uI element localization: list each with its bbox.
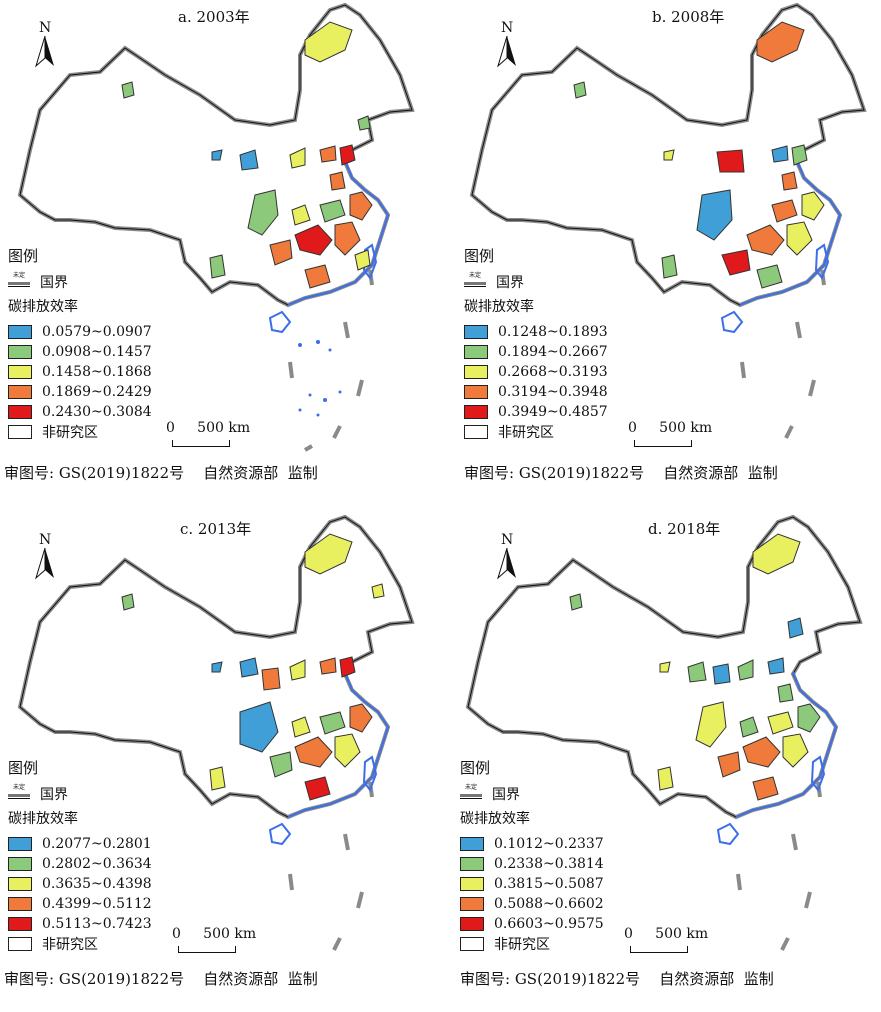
north-arrow: N bbox=[492, 532, 522, 582]
north-arrow-icon bbox=[35, 35, 54, 68]
map-credit: 审图号: GS(2019)1822号 自然资源部 监制 bbox=[4, 464, 318, 482]
legend-item: 0.0579~0.0907 bbox=[8, 322, 152, 342]
china-map bbox=[466, 515, 862, 951]
legend-item: 0.1894~0.2667 bbox=[464, 342, 608, 362]
legend-heading: 图例 bbox=[460, 759, 491, 777]
china-map bbox=[470, 3, 866, 439]
legend-item: 0.1248~0.1893 bbox=[464, 322, 608, 342]
north-arrow: N bbox=[30, 20, 60, 70]
legend: 图例 未定 国界 碳排放效率 0.1012~0.2337 0.2338~0.38… bbox=[460, 757, 604, 954]
legend: 图例 未定 国界 碳排放效率 0.1248~0.1893 0.1894~0.26… bbox=[464, 245, 608, 442]
legend-heading: 图例 bbox=[464, 247, 495, 265]
scale-bar: 0 500 km bbox=[628, 420, 712, 447]
legend-item-non-study: 非研究区 bbox=[464, 422, 608, 442]
hainan-island bbox=[720, 310, 744, 334]
north-arrow-icon bbox=[497, 35, 516, 68]
legend-subheading: 碳排放效率 bbox=[8, 811, 78, 827]
border-symbol: 未定 bbox=[460, 784, 482, 800]
legend-subheading: 碳排放效率 bbox=[460, 811, 530, 827]
legend-item: 0.2338~0.3814 bbox=[460, 854, 604, 874]
panel-2018: d. 2018年 N 图例 未定 国界 碳排放效率 0.1012~0.2337 … bbox=[448, 512, 881, 1012]
map-credit: 审图号: GS(2019)1822号 自然资源部 监制 bbox=[464, 464, 778, 482]
legend-item-non-study: 非研究区 bbox=[8, 934, 152, 954]
panel-title: b. 2008年 bbox=[652, 8, 725, 26]
north-arrow: N bbox=[30, 532, 60, 582]
legend: 图例 未定 国界 碳排放效率 0.0579~0.0907 0.0908~0.14… bbox=[8, 245, 152, 442]
scale-bar: 0 500 km bbox=[166, 420, 250, 447]
legend-border-row: 未定 国界 bbox=[460, 784, 604, 804]
study-regions bbox=[121, 21, 373, 289]
legend-subheading: 碳排放效率 bbox=[464, 299, 534, 315]
panel-2003: a. 2003年 N 图例 未定 国界 碳排放效率 0.0579~0.0907 … bbox=[0, 0, 440, 500]
border-label: 国界 bbox=[492, 787, 520, 803]
legend-item-non-study: 非研究区 bbox=[460, 934, 604, 954]
legend: 图例 未定 国界 碳排放效率 0.2077~0.2801 0.2802~0.36… bbox=[8, 757, 152, 954]
study-regions bbox=[569, 533, 821, 801]
panel-title: d. 2018年 bbox=[648, 520, 721, 538]
panel-2013: c. 2013年 N 图例 未定 国界 碳排放效率 0.2077~0.2801 … bbox=[0, 512, 440, 1012]
coastline bbox=[287, 671, 390, 818]
legend-item-non-study: 非研究区 bbox=[8, 422, 152, 442]
china-map bbox=[18, 515, 414, 951]
north-arrow-icon bbox=[497, 547, 516, 580]
north-arrow: N bbox=[492, 20, 522, 70]
taiwan-island bbox=[814, 243, 830, 281]
legend-border-row: 未定 国界 bbox=[8, 784, 152, 804]
legend-item: 0.3194~0.3948 bbox=[464, 382, 608, 402]
panel-title: c. 2013年 bbox=[180, 520, 252, 538]
map-credit: 审图号: GS(2019)1822号 自然资源部 监制 bbox=[4, 970, 318, 988]
border-label: 国界 bbox=[40, 787, 68, 803]
south-sea-dashes bbox=[288, 781, 374, 951]
legend-item: 0.2668~0.3193 bbox=[464, 362, 608, 382]
south-sea-dashes bbox=[740, 269, 826, 439]
study-regions bbox=[573, 21, 825, 289]
border-symbol: 未定 bbox=[8, 272, 30, 288]
legend-subheading: 碳排放效率 bbox=[8, 299, 78, 315]
legend-item: 0.3949~0.4857 bbox=[464, 402, 608, 422]
border-label: 国界 bbox=[40, 275, 68, 291]
legend-item: 0.2077~0.2801 bbox=[8, 834, 152, 854]
border-symbol: 未定 bbox=[8, 784, 30, 800]
legend-item: 0.1012~0.2337 bbox=[460, 834, 604, 854]
study-regions bbox=[121, 533, 385, 801]
legend-item: 0.1869~0.2429 bbox=[8, 382, 152, 402]
scale-bar: 0 500 km bbox=[624, 926, 708, 953]
south-sea-dashes bbox=[288, 269, 374, 452]
legend-item: 0.0908~0.1457 bbox=[8, 342, 152, 362]
map-credit: 审图号: GS(2019)1822号 自然资源部 监制 bbox=[460, 970, 774, 988]
legend-border-row: 未定 国界 bbox=[464, 272, 608, 292]
legend-border-row: 未定 国界 bbox=[8, 272, 152, 292]
border-symbol: 未定 bbox=[464, 272, 486, 288]
coastline bbox=[287, 159, 390, 306]
hainan-island bbox=[268, 822, 292, 846]
legend-item: 0.2430~0.3084 bbox=[8, 402, 152, 422]
legend-item: 0.3635~0.4398 bbox=[8, 874, 152, 894]
panel-2008: b. 2008年 N 图例 未定 国界 碳排放效率 0.1248~0.1893 … bbox=[452, 0, 881, 500]
legend-item: 0.5113~0.7423 bbox=[8, 914, 152, 934]
taiwan-island bbox=[362, 755, 378, 793]
coastline bbox=[739, 159, 842, 306]
border-label: 国界 bbox=[496, 275, 524, 291]
legend-item: 0.3815~0.5087 bbox=[460, 874, 604, 894]
north-arrow-icon bbox=[35, 547, 54, 580]
legend-item: 0.1458~0.1868 bbox=[8, 362, 152, 382]
legend-item: 0.2802~0.3634 bbox=[8, 854, 152, 874]
legend-item: 0.6603~0.9575 bbox=[460, 914, 604, 934]
china-map bbox=[18, 3, 414, 452]
legend-heading: 图例 bbox=[8, 759, 39, 777]
panel-title: a. 2003年 bbox=[178, 8, 250, 26]
legend-item: 0.5088~0.6602 bbox=[460, 894, 604, 914]
scale-bar: 0 500 km bbox=[172, 926, 256, 953]
hainan-island bbox=[268, 310, 292, 334]
coastline bbox=[735, 671, 838, 818]
hainan-island bbox=[716, 822, 740, 846]
legend-heading: 图例 bbox=[8, 247, 39, 265]
legend-item: 0.4399~0.5112 bbox=[8, 894, 152, 914]
islands bbox=[298, 340, 342, 417]
taiwan-island bbox=[810, 755, 826, 793]
